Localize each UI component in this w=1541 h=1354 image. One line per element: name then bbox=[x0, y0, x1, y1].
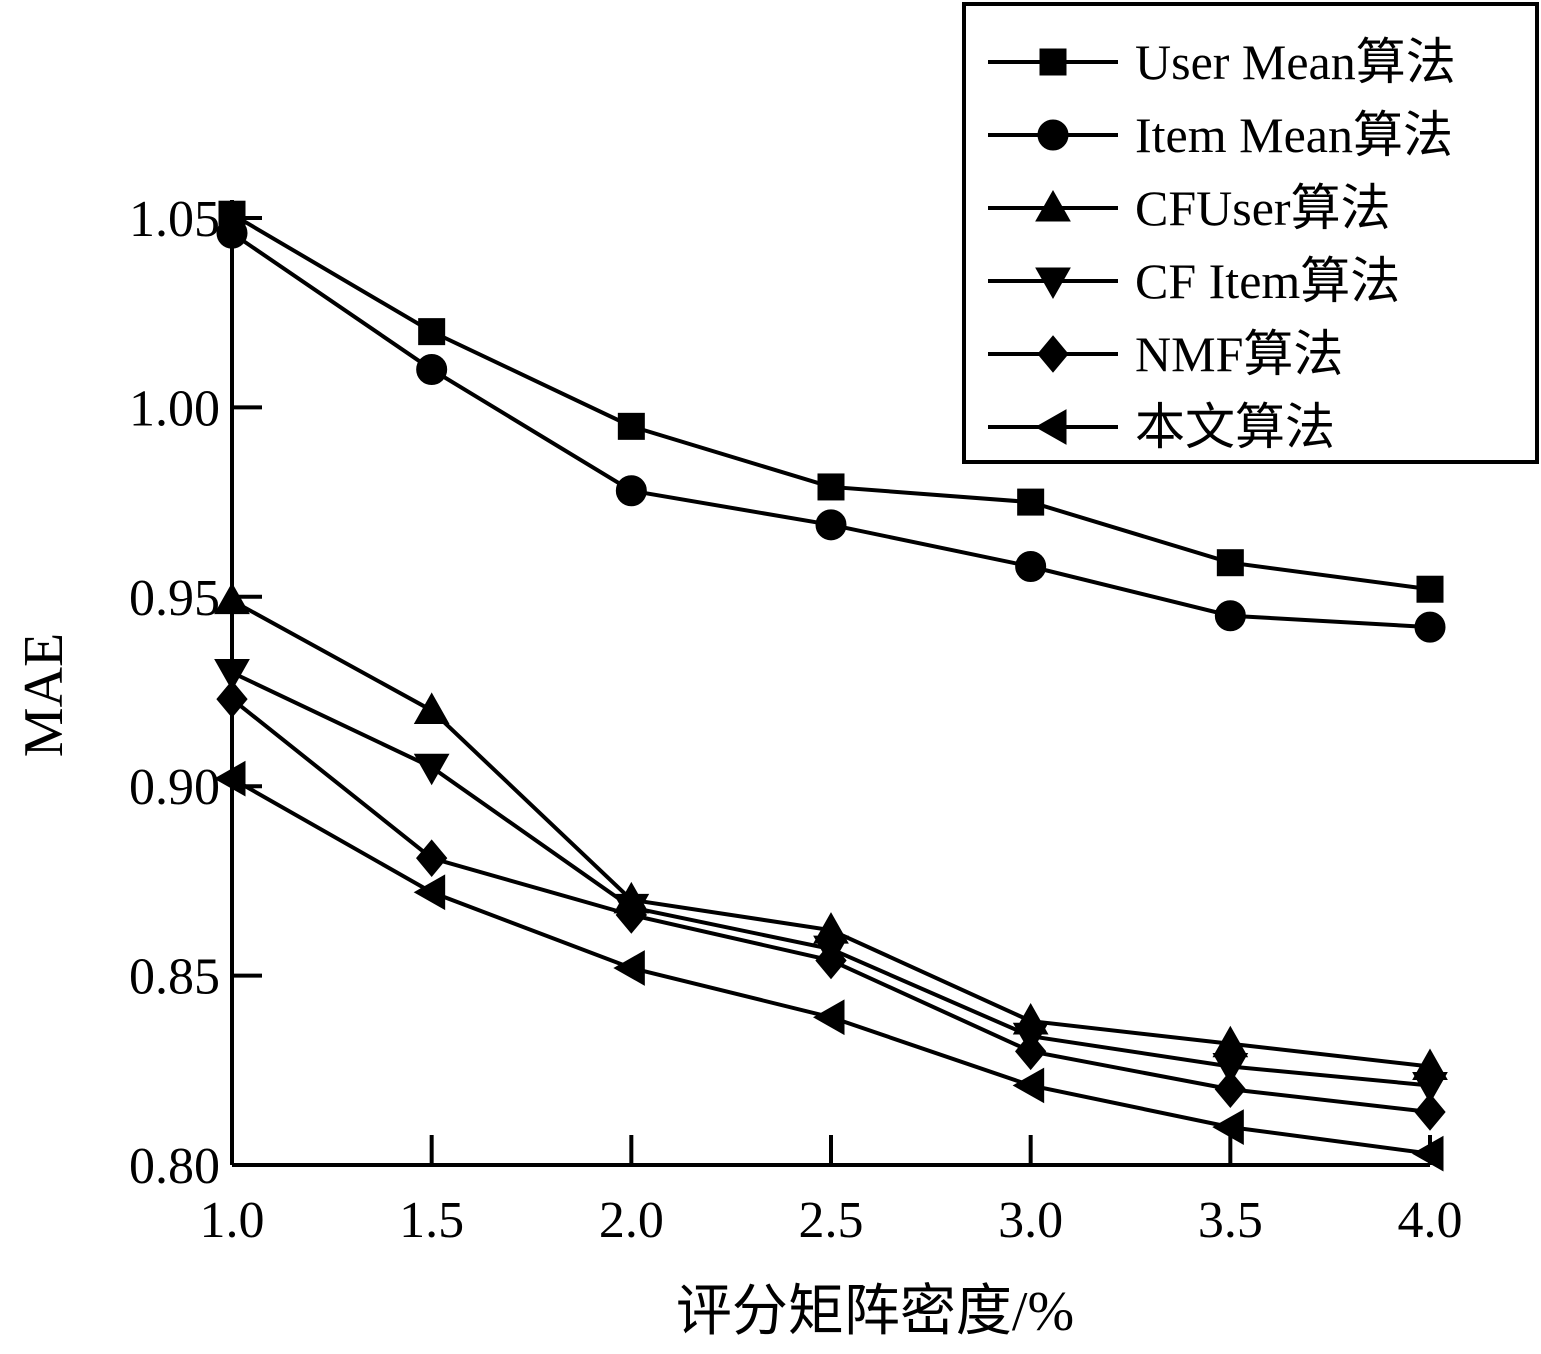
data-point-marker bbox=[1212, 1053, 1249, 1085]
series-line bbox=[230, 697, 1431, 1114]
data-point-marker bbox=[1012, 1067, 1045, 1104]
data-point-marker bbox=[1414, 1093, 1446, 1131]
legend-item: 本文算法 bbox=[988, 399, 1335, 455]
y-tick-label: 1.05 bbox=[129, 191, 220, 248]
y-axis-title: MAE bbox=[13, 633, 75, 757]
series-4 bbox=[214, 659, 1448, 1104]
x-tick-label: 1.0 bbox=[200, 1192, 265, 1249]
x-tick-label: 1.5 bbox=[399, 1192, 464, 1249]
y-tick-label: 0.95 bbox=[129, 570, 220, 627]
x-axis-title: 评分矩阵密度/% bbox=[676, 1281, 1074, 1343]
data-point-marker bbox=[613, 950, 645, 986]
data-point-marker bbox=[416, 839, 448, 877]
y-tick-label: 0.85 bbox=[129, 949, 220, 1006]
data-point-marker bbox=[815, 509, 847, 541]
data-point-marker bbox=[213, 760, 246, 797]
series-5 bbox=[216, 680, 1446, 1131]
legend-item: Item Mean算法 bbox=[988, 107, 1453, 163]
y-tick-label: 0.90 bbox=[129, 759, 220, 816]
legend-marker bbox=[1035, 267, 1071, 300]
axes: 0.80 0.85 0.90 0.95 1.00 1.05 1.0 1.5 2.0 2.5 3.0 3… bbox=[129, 191, 1463, 1249]
legend-marker bbox=[1037, 335, 1069, 373]
data-point-marker bbox=[416, 354, 448, 386]
legend-marker bbox=[1034, 409, 1067, 445]
data-point-marker bbox=[815, 941, 847, 980]
data-point-marker bbox=[413, 692, 450, 724]
y-tick-label: 0.80 bbox=[129, 1138, 220, 1195]
data-point-marker bbox=[1414, 611, 1446, 643]
legend-item: CFUser算法 bbox=[988, 180, 1391, 236]
legend-label: User Mean算法 bbox=[1135, 34, 1456, 90]
series-line bbox=[231, 598, 1431, 1069]
legend-marker bbox=[1035, 189, 1071, 222]
legend-item: NMF算法 bbox=[988, 326, 1343, 382]
legend-marker bbox=[1039, 48, 1067, 76]
data-point-marker bbox=[1214, 1070, 1246, 1109]
x-tick-label: 4.0 bbox=[1398, 1192, 1463, 1249]
series-1 bbox=[218, 200, 1444, 603]
data-point-marker bbox=[615, 475, 647, 507]
data-point-marker bbox=[216, 217, 248, 249]
data-point-marker bbox=[1015, 1032, 1047, 1071]
legend-marker bbox=[1037, 119, 1069, 151]
data-point-marker bbox=[216, 680, 248, 718]
data-point-marker bbox=[1015, 550, 1047, 582]
legend-box bbox=[962, 2, 1539, 464]
x-tick-label: 2.0 bbox=[599, 1192, 664, 1249]
legend-item: User Mean算法 bbox=[988, 34, 1456, 90]
legend-label: CF Item算法 bbox=[1135, 253, 1400, 309]
x-tick-label: 3.5 bbox=[1198, 1192, 1263, 1249]
data-point-marker bbox=[1411, 1135, 1444, 1172]
data-point-marker bbox=[1212, 1109, 1244, 1145]
series-2 bbox=[216, 217, 1446, 643]
data-point-marker bbox=[1214, 600, 1246, 632]
data-point-marker bbox=[418, 318, 446, 346]
y-tick-label: 1.00 bbox=[129, 380, 220, 437]
series-layer bbox=[213, 200, 1448, 1172]
data-point-marker bbox=[1416, 575, 1444, 603]
legend-label: 本文算法 bbox=[1135, 399, 1335, 455]
legend-label: Item Mean算法 bbox=[1135, 107, 1453, 163]
legend-label: NMF算法 bbox=[1135, 326, 1343, 382]
data-point-marker bbox=[817, 473, 845, 501]
data-point-marker bbox=[615, 896, 647, 934]
data-point-marker bbox=[1216, 549, 1244, 577]
data-point-marker bbox=[214, 582, 250, 615]
data-point-marker bbox=[617, 412, 645, 440]
data-point-marker bbox=[812, 999, 845, 1036]
legend: User Mean算法 Item Mean算法 CFUser算法 CF Item算法 N… bbox=[962, 2, 1539, 464]
data-point-marker bbox=[413, 753, 450, 786]
legend-item: CF Item算法 bbox=[988, 253, 1400, 309]
x-tick-label: 3.0 bbox=[998, 1192, 1063, 1249]
data-point-marker bbox=[1017, 488, 1045, 516]
x-tick-label: 2.5 bbox=[799, 1192, 864, 1249]
data-point-marker bbox=[413, 874, 446, 911]
series-6 bbox=[213, 760, 1444, 1172]
legend-label: CFUser算法 bbox=[1135, 180, 1391, 236]
data-point-marker bbox=[214, 659, 250, 691]
data-point-marker bbox=[1412, 1071, 1448, 1104]
